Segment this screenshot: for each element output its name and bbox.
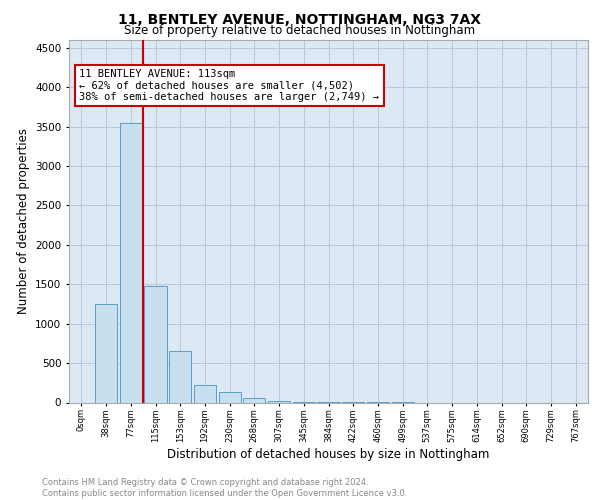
Bar — [119, 122, 142, 402]
Text: 11 BENTLEY AVENUE: 113sqm
← 62% of detached houses are smaller (4,502)
38% of se: 11 BENTLEY AVENUE: 113sqm ← 62% of detac… — [79, 69, 379, 102]
Text: Contains HM Land Registry data © Crown copyright and database right 2024.
Contai: Contains HM Land Registry data © Crown c… — [42, 478, 407, 498]
Bar — [194, 385, 216, 402]
Y-axis label: Number of detached properties: Number of detached properties — [17, 128, 29, 314]
Bar — [218, 392, 241, 402]
Bar — [95, 304, 117, 402]
Text: Size of property relative to detached houses in Nottingham: Size of property relative to detached ho… — [124, 24, 476, 37]
Bar — [169, 352, 191, 403]
X-axis label: Distribution of detached houses by size in Nottingham: Distribution of detached houses by size … — [167, 448, 490, 460]
Bar — [145, 286, 167, 403]
Bar — [243, 398, 265, 402]
Text: 11, BENTLEY AVENUE, NOTTINGHAM, NG3 7AX: 11, BENTLEY AVENUE, NOTTINGHAM, NG3 7AX — [119, 13, 482, 27]
Bar — [268, 401, 290, 402]
